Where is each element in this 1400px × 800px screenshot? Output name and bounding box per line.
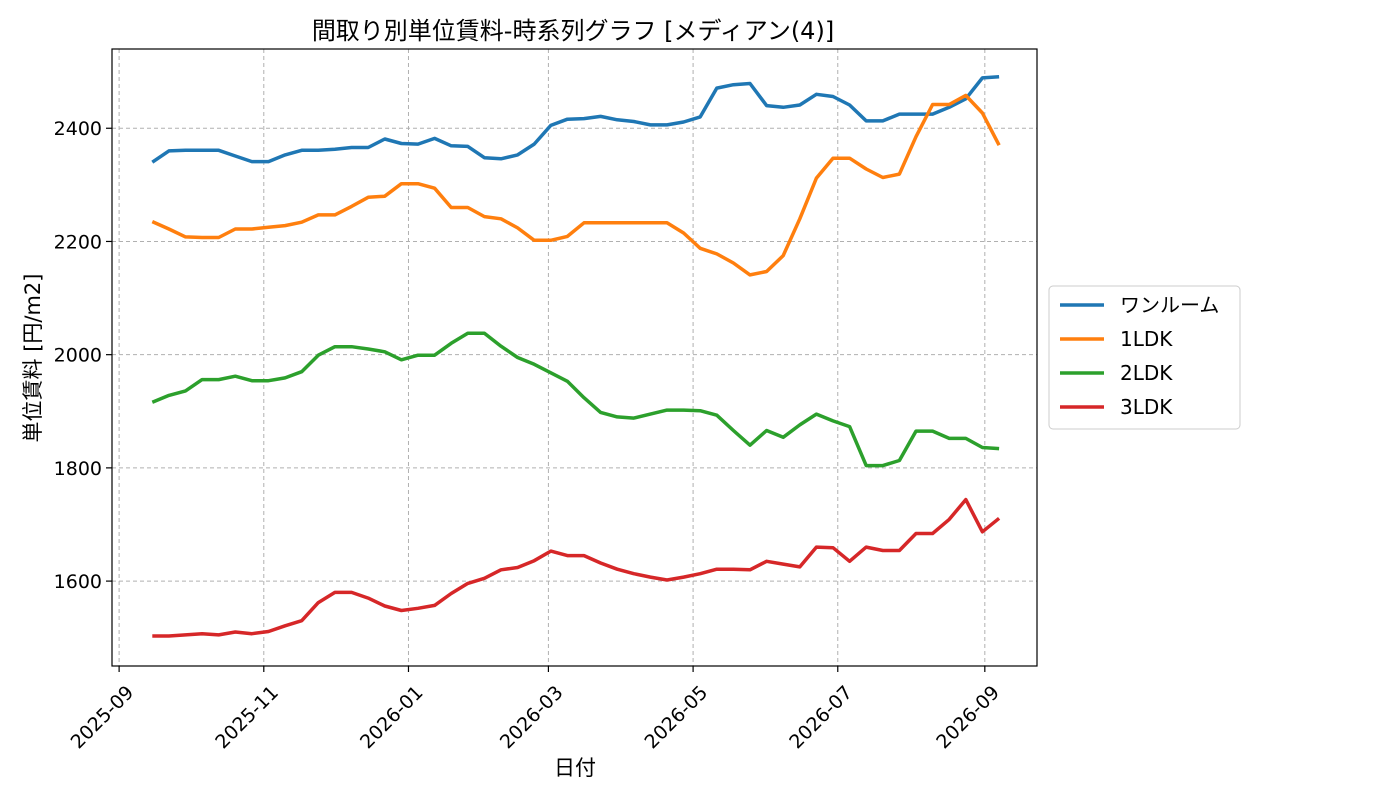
chart-title: 間取り別単位賃料-時系列グラフ [メディアン(4)] — [312, 17, 834, 45]
x-axis-label: 日付 — [554, 756, 596, 780]
series-line-3 — [151, 331, 1000, 468]
y-tick-label: 2200 — [54, 231, 102, 253]
series-line-1 — [151, 74, 1000, 164]
series-line-4 — [152, 497, 1001, 638]
series-line-2 — [151, 93, 1001, 277]
legend-label: 1LDK — [1120, 327, 1173, 351]
legend-box — [1048, 285, 1241, 430]
y-tick-label: 2000 — [54, 345, 102, 367]
legend-label: 3LDK — [1120, 395, 1173, 419]
y-tick-label: 1600 — [54, 571, 102, 593]
series-lines — [151, 74, 1001, 638]
y-axis-label: 単位賃料 [円/m2] — [21, 274, 45, 443]
plot-frame — [111, 48, 1038, 667]
y-axis: 1600 1800 2000 2200 2400 — [54, 118, 112, 593]
y-tick-label: 1800 — [54, 458, 102, 480]
legend: ワンルーム 1LDK 2LDK 3LDK — [1048, 285, 1241, 430]
legend-label: 2LDK — [1120, 361, 1173, 385]
y-tick-label: 2400 — [54, 118, 102, 140]
legend-label: ワンルーム — [1120, 293, 1219, 317]
